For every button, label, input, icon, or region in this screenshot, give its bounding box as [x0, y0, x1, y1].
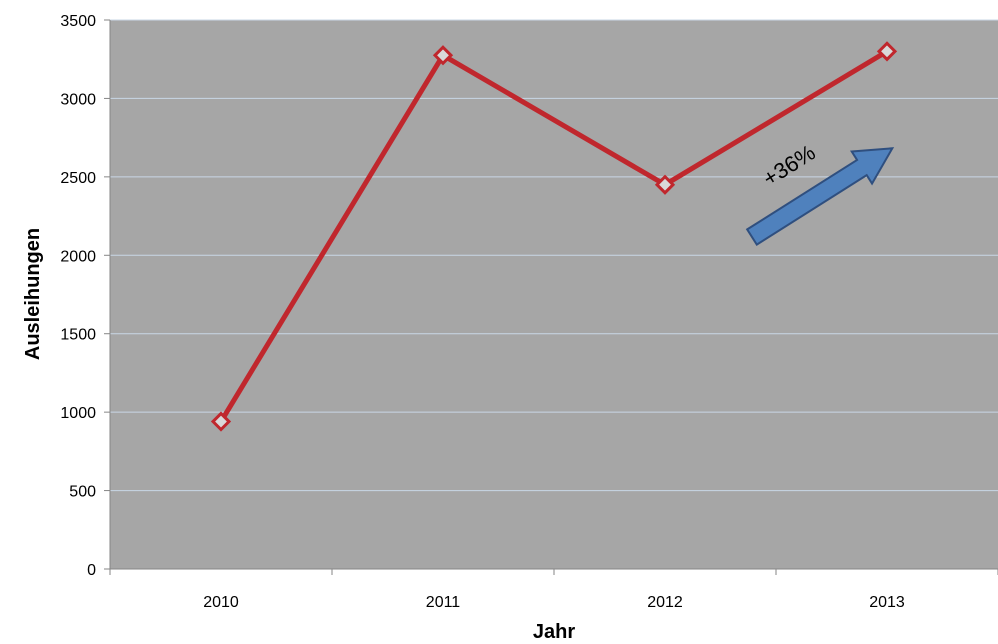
axes — [104, 19, 998, 575]
x-tick-label: 2013 — [869, 594, 905, 611]
series-line — [218, 48, 890, 425]
y-tick-label: 3000 — [60, 91, 96, 108]
x-tick-label: 2010 — [203, 594, 239, 611]
y-tick-labels: 0 500 1000 1500 2000 2500 3000 3500 — [60, 13, 96, 579]
growth-arrow-icon — [745, 147, 895, 246]
data-point — [654, 174, 676, 195]
data-point — [876, 41, 898, 62]
y-tick-label: 1500 — [60, 327, 96, 344]
y-axis-title: Ausleihungen — [22, 228, 44, 360]
x-tick-labels: 2010 2011 2012 2013 — [203, 594, 905, 611]
y-tick-label: 2500 — [60, 170, 96, 187]
y-tick-label: 3500 — [60, 13, 96, 30]
y-tick-label: 0 — [87, 562, 96, 579]
plot-area — [110, 20, 998, 569]
y-tick-label: 2000 — [60, 248, 96, 265]
x-axis-title: Jahr — [533, 621, 575, 643]
y-tick-label: 500 — [69, 484, 96, 501]
x-tick-label: 2012 — [647, 594, 683, 611]
gridlines — [110, 19, 998, 492]
x-tick-label: 2011 — [426, 594, 461, 611]
y-tick-label: 1000 — [60, 405, 96, 422]
data-point — [210, 411, 232, 432]
series-layer — [210, 41, 898, 432]
data-point — [432, 45, 454, 66]
